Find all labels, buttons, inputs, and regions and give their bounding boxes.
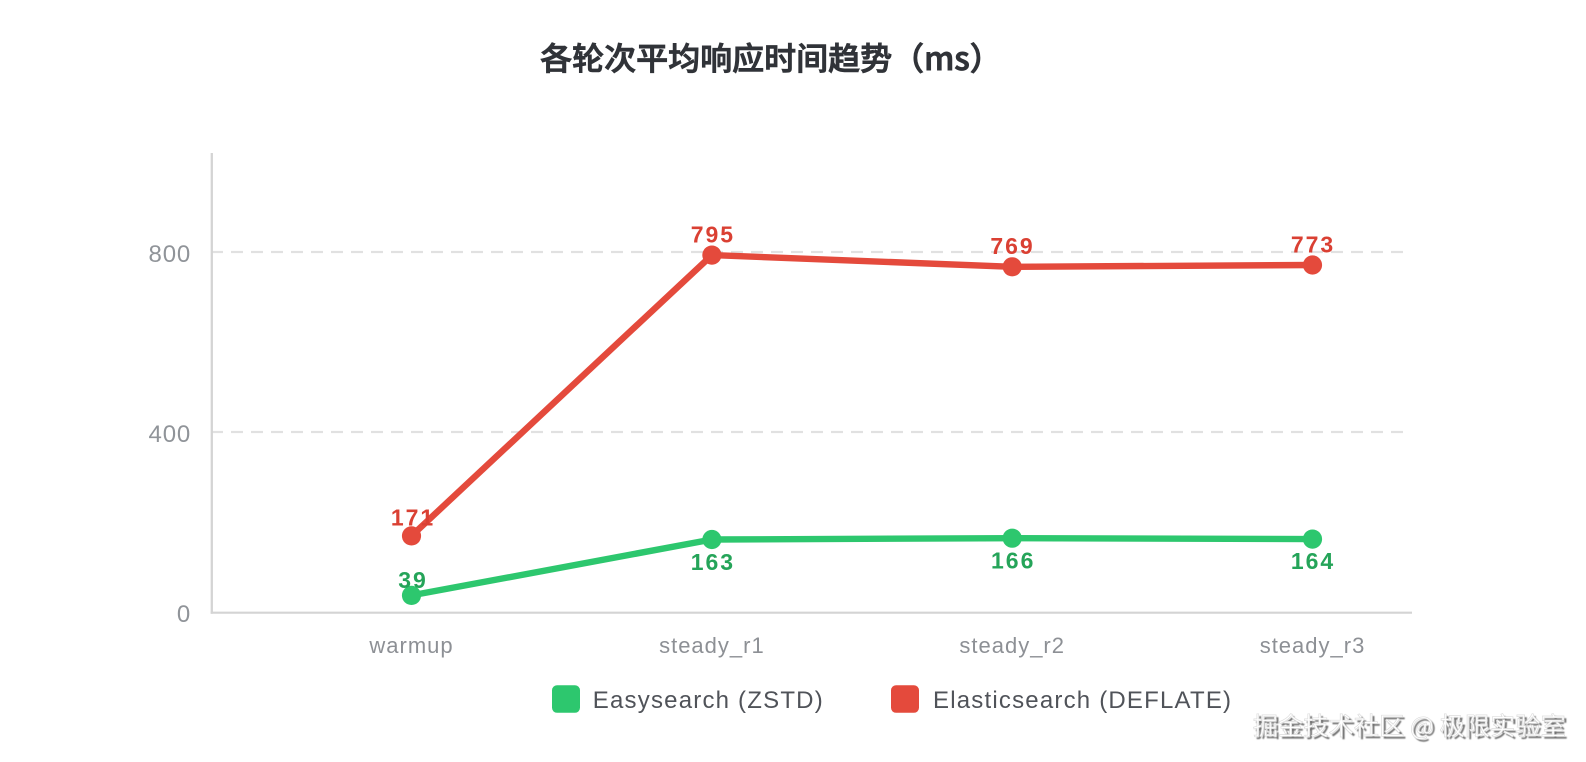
svg-text:400: 400	[149, 421, 191, 448]
svg-text:steady_r3: steady_r3	[1260, 633, 1366, 658]
svg-text:0: 0	[177, 601, 191, 628]
svg-text:steady_r2: steady_r2	[959, 633, 1065, 658]
svg-text:166: 166	[991, 548, 1035, 574]
svg-text:164: 164	[1291, 548, 1335, 574]
svg-text:769: 769	[990, 233, 1034, 259]
svg-text:163: 163	[691, 549, 735, 575]
svg-text:800: 800	[149, 241, 191, 268]
svg-text:warmup: warmup	[368, 633, 453, 658]
svg-text:773: 773	[1291, 231, 1335, 257]
svg-text:Elasticsearch (DEFLATE): Elasticsearch (DEFLATE)	[933, 687, 1232, 714]
svg-text:steady_r1: steady_r1	[659, 633, 765, 658]
svg-text:171: 171	[391, 505, 435, 531]
svg-text:Easysearch (ZSTD): Easysearch (ZSTD)	[593, 687, 824, 714]
svg-text:39: 39	[398, 567, 428, 593]
svg-text:795: 795	[691, 222, 735, 248]
